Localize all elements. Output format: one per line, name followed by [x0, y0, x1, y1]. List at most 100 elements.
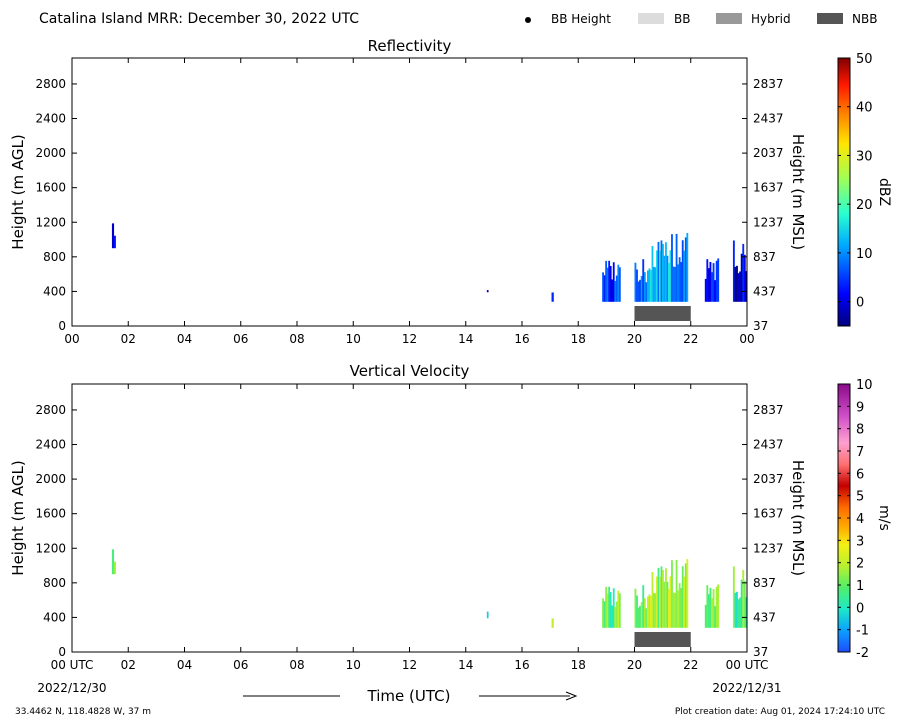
echo-column — [739, 597, 742, 628]
x-tick-label: 20 — [627, 658, 642, 672]
y-tick-label: 1600 — [35, 181, 66, 195]
echo-column — [634, 262, 637, 302]
y2-axis-label: Height (m MSL) — [789, 460, 807, 576]
echo-column — [111, 223, 115, 249]
echo-column — [707, 268, 710, 302]
echo-column — [745, 597, 748, 628]
echo-column — [677, 590, 680, 628]
echo-column — [683, 250, 686, 302]
legend-swatch-hybrid — [716, 13, 742, 24]
colorbar-tick-label: 10 — [856, 378, 873, 393]
echo-column — [551, 618, 554, 628]
echo-column — [707, 594, 710, 628]
echo-column — [683, 576, 686, 628]
y2-tick-label: 2437 — [753, 112, 784, 126]
echo-column — [732, 240, 735, 302]
echo-column — [643, 272, 646, 302]
echo-column — [642, 259, 645, 302]
echo-column — [714, 280, 717, 302]
x-tick-label: 18 — [571, 332, 586, 346]
echo-column — [618, 267, 621, 302]
echo-column — [608, 586, 611, 628]
echo-column — [681, 566, 684, 628]
echo-column — [657, 567, 660, 628]
x-tick-label: 02 — [121, 332, 136, 346]
station-coordinates: 33.4462 N, 118.4828 W, 37 m — [15, 707, 151, 717]
echo-column — [618, 593, 621, 628]
x-tick-label: 10 — [346, 332, 361, 346]
x-tick-label: 22 — [683, 658, 698, 672]
echo-column — [636, 269, 638, 302]
echo-column — [551, 292, 554, 302]
y-axis-label: Height (m AGL) — [9, 460, 27, 575]
colorbar-tick-label: 8 — [856, 423, 864, 438]
echo-column — [737, 599, 740, 628]
echo-column — [680, 588, 683, 628]
echo-column — [669, 250, 672, 302]
echo-column — [665, 568, 667, 628]
x-tick-label: 16 — [514, 658, 529, 672]
x-tick-label: 12 — [402, 332, 417, 346]
echo-column — [684, 237, 687, 302]
y2-tick-label: 37 — [753, 645, 768, 659]
y2-tick-label: 1237 — [753, 541, 784, 555]
echo-column — [611, 279, 614, 302]
x-tick-label: 20 — [627, 332, 642, 346]
echo-column — [637, 607, 640, 628]
echo-column — [602, 272, 604, 302]
echo-column — [709, 588, 712, 628]
colorbar-tick-label: 50 — [856, 52, 873, 67]
echo-column — [666, 581, 669, 628]
echo-column — [709, 262, 712, 302]
y2-tick-label: 2037 — [753, 472, 784, 486]
echo-column — [634, 588, 637, 628]
echo-column — [712, 589, 715, 628]
legend-label-bb: BB — [674, 12, 690, 26]
echo-column — [636, 595, 638, 628]
echo-column — [732, 566, 735, 628]
echo-column — [736, 591, 738, 628]
y-tick-label: 1200 — [35, 541, 66, 555]
echo-column — [711, 598, 713, 628]
echo-column — [668, 588, 670, 628]
echo-column — [671, 560, 673, 628]
echo-column — [611, 605, 614, 628]
echo-column — [612, 588, 615, 628]
x-tick-label: 18 — [571, 658, 586, 672]
echo-column — [617, 590, 620, 628]
x-tick-label: 04 — [177, 658, 192, 672]
x-tick-label: 06 — [233, 332, 248, 346]
y-tick-label: 1600 — [35, 507, 66, 521]
legend-label-hybrid: Hybrid — [751, 12, 791, 26]
echo-column — [715, 586, 718, 628]
x-tick-label: 00 — [739, 332, 754, 346]
colorbar-tick-label: 2 — [856, 557, 864, 572]
colorbar-tick-label: 30 — [856, 149, 873, 164]
echo-column — [742, 243, 745, 302]
echo-column — [704, 278, 707, 302]
colorbar-tick-label: 10 — [856, 247, 873, 262]
end-date-label: 2022/12/31 — [712, 681, 781, 695]
legend-label-bb-height: BB Height — [551, 12, 611, 26]
echo-column — [656, 576, 658, 628]
echo-column — [743, 254, 746, 302]
echo-column — [739, 271, 742, 302]
y-tick-label: 2400 — [35, 438, 66, 452]
y2-tick-label: 1637 — [753, 181, 784, 195]
y-tick-label: 0 — [58, 645, 66, 659]
plot-creation-date: Plot creation date: Aug 01, 2024 17:24:1… — [675, 707, 885, 717]
x-tick-label: 14 — [458, 658, 473, 672]
x-tick-label: 02 — [121, 658, 136, 672]
y2-tick-label: 437 — [753, 610, 776, 624]
x-tick-label: 00 UTC — [726, 658, 769, 672]
y2-tick-label: 1637 — [753, 507, 784, 521]
echo-column — [711, 272, 713, 302]
echo-column — [617, 264, 620, 302]
echo-column — [704, 604, 707, 628]
echo-column — [651, 572, 654, 628]
colorbar-tick-label: -2 — [856, 646, 869, 661]
echo-column — [678, 583, 681, 628]
echo-column — [680, 262, 683, 302]
echo-column — [734, 592, 737, 628]
echo-column — [674, 593, 676, 628]
